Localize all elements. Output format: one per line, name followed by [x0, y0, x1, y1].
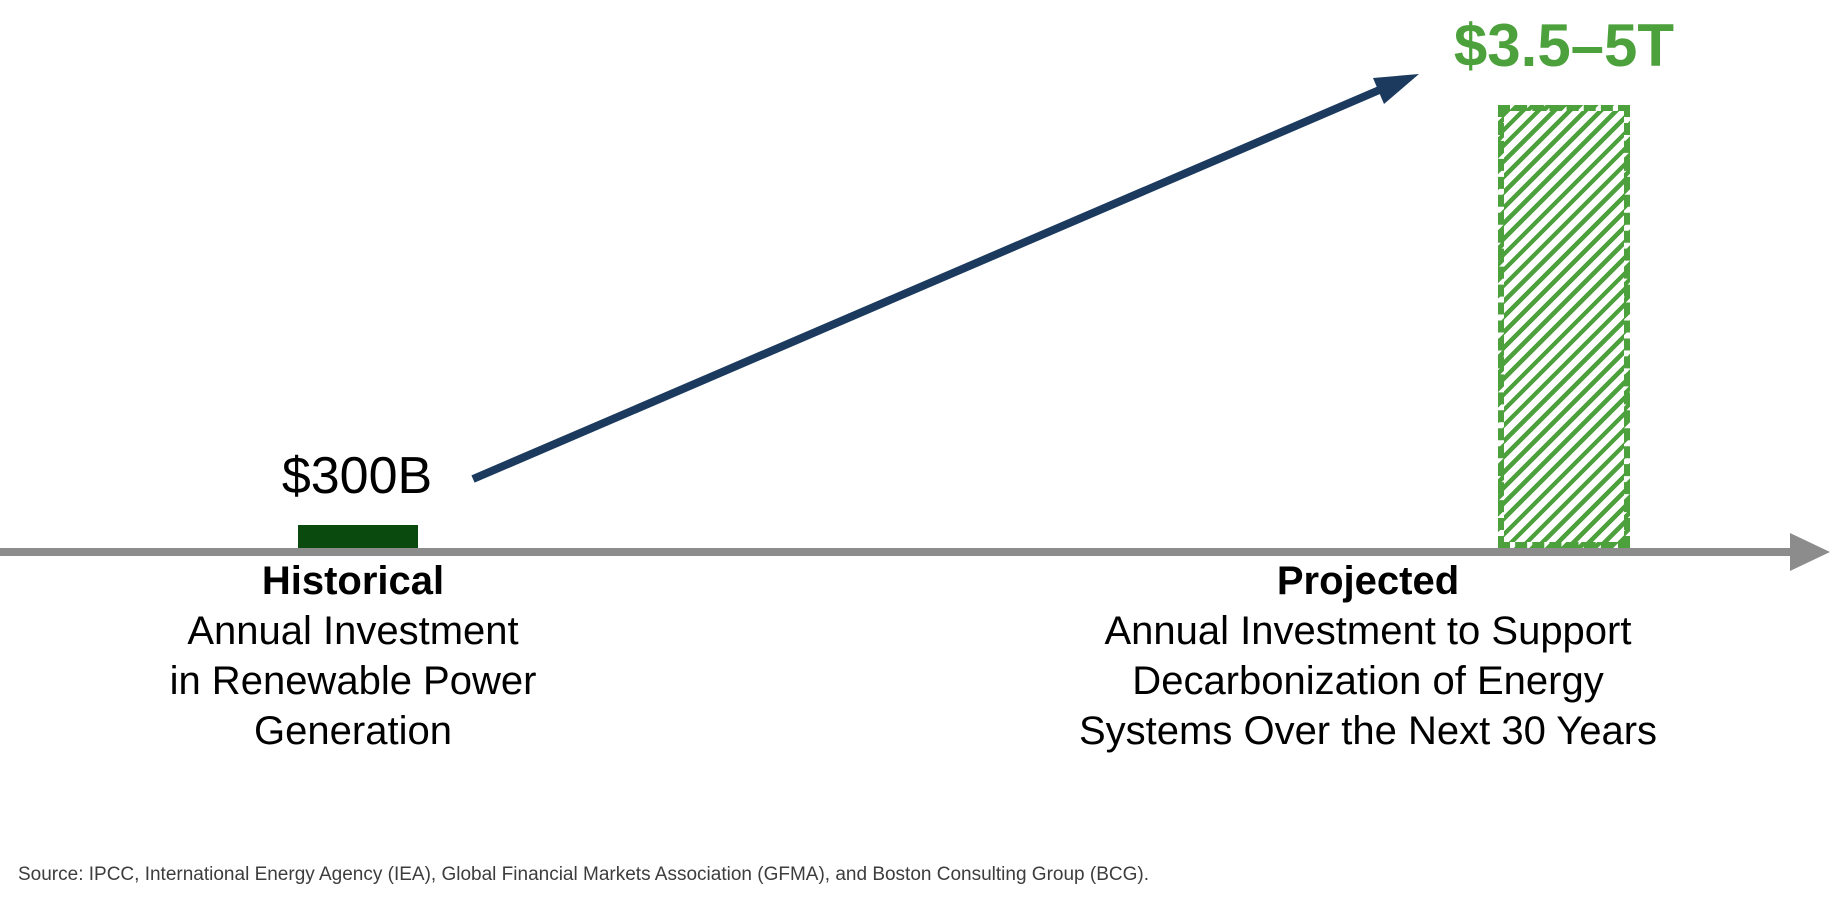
historical-bar — [298, 525, 418, 548]
historical-desc-line: Annual Investment — [187, 609, 519, 653]
historical-category-label: Historical Annual Investment in Renewabl… — [170, 556, 537, 756]
projected-desc-line: Decarbonization of Energy — [1132, 659, 1604, 703]
source-note: Source: IPCC, International Energy Agenc… — [18, 864, 1149, 885]
projected-bar — [1498, 105, 1630, 548]
projected-category-label: Projected Annual Investment to Support D… — [1079, 556, 1657, 756]
historical-desc-line: in Renewable Power — [169, 659, 537, 703]
axis-arrowhead-icon — [1790, 533, 1830, 571]
historical-category-title: Historical — [261, 559, 445, 603]
growth-arrowhead-icon — [1373, 74, 1419, 104]
projected-value-label: $3.5–5T — [1453, 12, 1675, 79]
projected-category-title: Projected — [1276, 559, 1460, 603]
growth-arrow-shaft — [471, 84, 1386, 483]
projected-desc-line: Systems Over the Next 30 Years — [1078, 709, 1658, 753]
historical-value-label: $300B — [281, 447, 433, 505]
projected-desc-line: Annual Investment to Support — [1104, 609, 1632, 653]
historical-desc-line: Generation — [254, 709, 452, 753]
